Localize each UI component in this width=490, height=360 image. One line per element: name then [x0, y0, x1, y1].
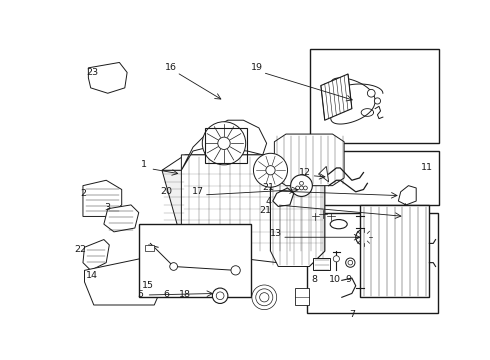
Circle shape: [212, 288, 228, 303]
Polygon shape: [162, 155, 278, 170]
Polygon shape: [321, 74, 352, 120]
Text: 18: 18: [179, 290, 191, 299]
Circle shape: [216, 292, 224, 300]
Text: 23: 23: [86, 68, 98, 77]
Circle shape: [368, 89, 375, 97]
Bar: [307, 213, 439, 312]
Circle shape: [348, 260, 353, 265]
Text: 21: 21: [262, 184, 274, 193]
Polygon shape: [181, 120, 267, 170]
Bar: [360, 205, 429, 297]
Text: 4: 4: [265, 197, 271, 206]
Polygon shape: [88, 62, 127, 93]
Circle shape: [299, 186, 303, 190]
Polygon shape: [398, 186, 416, 205]
Polygon shape: [270, 155, 325, 266]
Text: 22: 22: [74, 245, 86, 254]
Circle shape: [303, 186, 307, 190]
Circle shape: [252, 285, 277, 310]
Polygon shape: [162, 170, 216, 251]
Text: 20: 20: [161, 187, 172, 196]
Bar: [310, 151, 439, 205]
Bar: [313, 258, 330, 270]
Circle shape: [333, 256, 340, 262]
Text: 3: 3: [105, 203, 111, 212]
Ellipse shape: [330, 220, 347, 229]
Text: 14: 14: [86, 271, 98, 280]
Text: 15: 15: [142, 281, 154, 290]
Polygon shape: [274, 134, 344, 186]
Text: 13: 13: [270, 229, 282, 238]
Polygon shape: [83, 180, 122, 216]
Circle shape: [299, 181, 303, 185]
Polygon shape: [84, 255, 166, 305]
Polygon shape: [273, 188, 294, 206]
Circle shape: [266, 166, 275, 175]
Text: 19: 19: [250, 63, 263, 72]
Bar: [139, 224, 251, 297]
Circle shape: [218, 137, 230, 149]
Circle shape: [295, 186, 299, 190]
Polygon shape: [104, 205, 139, 232]
Text: 6: 6: [164, 290, 170, 299]
Circle shape: [170, 263, 177, 270]
Text: 16: 16: [165, 63, 176, 72]
Bar: [295, 288, 309, 305]
Text: 2: 2: [80, 189, 86, 198]
Circle shape: [253, 153, 288, 187]
Circle shape: [231, 266, 240, 275]
Circle shape: [356, 230, 371, 245]
Text: 11: 11: [421, 163, 433, 172]
Bar: [310, 49, 439, 143]
Circle shape: [345, 258, 355, 267]
Text: 17: 17: [192, 186, 204, 195]
Text: 12: 12: [299, 168, 311, 177]
Text: 9: 9: [345, 275, 351, 284]
Circle shape: [291, 175, 312, 197]
Bar: [145, 245, 154, 251]
Circle shape: [202, 122, 245, 165]
Bar: [205, 128, 247, 163]
Text: 1: 1: [141, 160, 147, 169]
Text: 21: 21: [259, 206, 271, 215]
Polygon shape: [83, 239, 109, 270]
Text: 10: 10: [329, 275, 341, 284]
Polygon shape: [181, 155, 325, 266]
Text: 7: 7: [350, 310, 356, 319]
Polygon shape: [318, 166, 329, 182]
Circle shape: [374, 98, 381, 104]
Text: 8: 8: [312, 275, 318, 284]
Text: 5: 5: [137, 291, 143, 300]
